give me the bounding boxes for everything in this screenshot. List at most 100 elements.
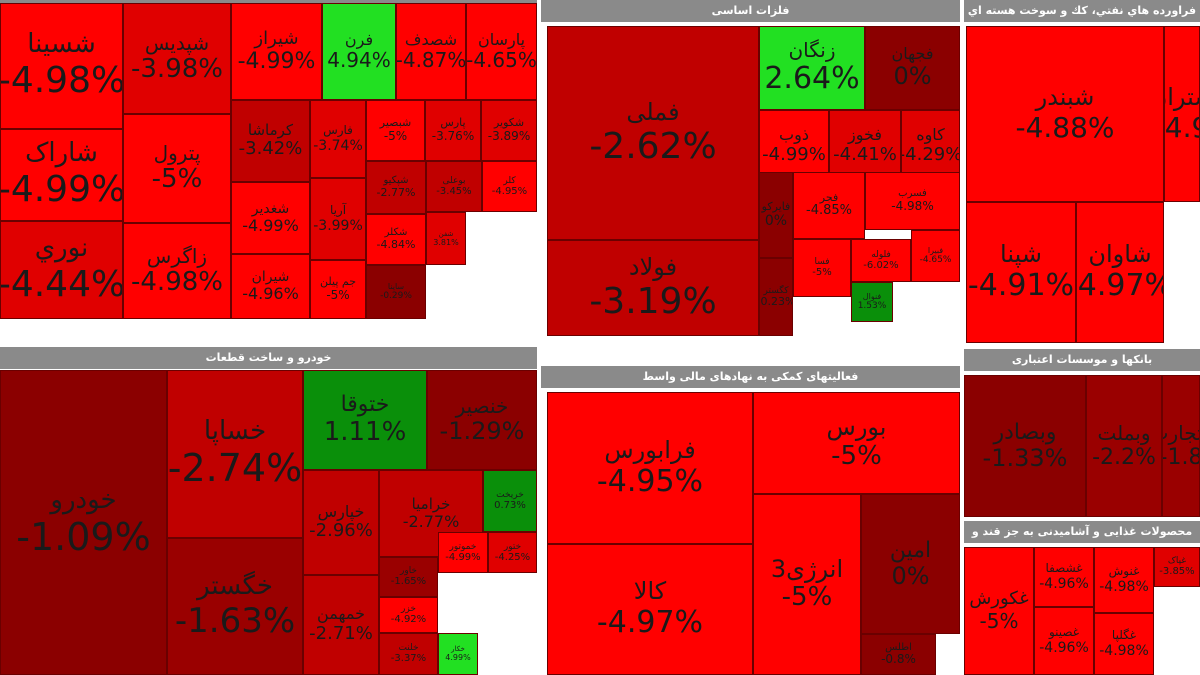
heatmap-tile[interactable]: خنصیر -1.29%	[427, 370, 537, 470]
heatmap-tile[interactable]: غصینو -4.96%	[1034, 607, 1094, 675]
heatmap-tile[interactable]: خگستر -1.63%	[167, 538, 303, 675]
heatmap-tile[interactable]: زنگان 2.64%	[759, 26, 865, 110]
tile-change: -4.96%	[242, 284, 299, 304]
tile-symbol: شپکیو	[383, 175, 409, 187]
tile-symbol: شکویر	[493, 116, 525, 130]
heatmap-tile[interactable]: کرماشا -3.42%	[231, 100, 310, 182]
tile-change: -3.98%	[131, 54, 223, 85]
heatmap-tile[interactable]: کلر -4.95%	[482, 161, 537, 212]
heatmap-tile[interactable]: خریخت 0.73%	[483, 470, 537, 532]
heatmap-tile[interactable]: غپاک -3.85%	[1154, 547, 1200, 587]
heatmap-tile[interactable]: فارس -3.74%	[310, 100, 366, 178]
heatmap-tile[interactable]: غنوش -4.98%	[1094, 547, 1154, 613]
tile-symbol: کالا	[633, 577, 667, 606]
heatmap-tile[interactable]: فملی -2.62%	[547, 26, 759, 240]
tile-symbol: فرن	[344, 29, 374, 49]
heatmap-tile[interactable]: شپنا -4.91%	[966, 202, 1076, 343]
heatmap-tile[interactable]: ختور -4.25%	[488, 532, 537, 573]
heatmap-tile[interactable]: جم پیلن -5%	[310, 260, 366, 319]
heatmap-tile[interactable]: پترول -5%	[123, 114, 231, 223]
heatmap-tile[interactable]: وتجارت-1.8	[1162, 375, 1200, 517]
heatmap-tile[interactable]: خساپا -2.74%	[167, 370, 303, 538]
heatmap-tile[interactable]: غگلپا -4.98%	[1094, 613, 1154, 675]
heatmap-tile[interactable]: خودرو -1.09%	[0, 370, 167, 675]
heatmap-tile[interactable]: فرن 4.94%	[322, 3, 396, 100]
heatmap-tile[interactable]: فخوز -4.41%	[829, 110, 901, 182]
tile-change: -4.87%	[396, 48, 466, 73]
tile-change: 1.11%	[323, 416, 407, 447]
tile-change: 0%	[891, 561, 930, 590]
heatmap-tile[interactable]: شفن 3.81%	[426, 212, 466, 265]
heatmap-tile[interactable]: انرژی3 -5%	[753, 494, 861, 675]
heatmap-tile[interactable]: امین 0%	[861, 494, 960, 634]
heatmap-tile[interactable]: شکویر -3.89%	[481, 100, 537, 161]
tile-symbol: خرامیا	[411, 494, 451, 513]
heatmap-tile[interactable]: بورس -5%	[753, 392, 960, 494]
heatmap-tile[interactable]: کالا -4.97%	[547, 544, 753, 675]
tile-symbol: فسرب	[898, 188, 927, 200]
tile-symbol: خساپا	[203, 416, 267, 447]
heatmap-tile[interactable]: خزر -4.92%	[379, 597, 438, 633]
heatmap-tile[interactable]: شپکیو -2.77%	[366, 161, 426, 214]
heatmap-tile[interactable]: خلنت -3.37%	[379, 633, 438, 675]
sector-6: محصولات غذایی و آشامیدنی به جز قند و غکور…	[964, 521, 1200, 675]
heatmap-tile[interactable]: فولاد -3.19%	[547, 240, 759, 336]
heatmap-tile[interactable]: شصدف -4.87%	[396, 3, 466, 100]
heatmap-tile[interactable]: شیراز -4.99%	[231, 3, 322, 100]
heatmap-tile[interactable]: وبصادر -1.33%	[964, 375, 1086, 517]
heatmap-tile[interactable]: خپارس -2.96%	[303, 470, 379, 575]
heatmap-tile[interactable]: فبیرا -4.65%	[911, 230, 960, 282]
tile-symbol: غصینو	[1048, 625, 1080, 640]
heatmap-tile[interactable]: فنوال 1.53%	[851, 282, 893, 322]
tile-change: -4.99%	[762, 143, 826, 165]
heatmap-tile[interactable]: آریا -3.99%	[310, 178, 366, 260]
heatmap-tile[interactable]: اطلس -0.8%	[861, 634, 936, 675]
heatmap-tile[interactable]: شغدیر -4.99%	[231, 182, 310, 254]
tile-change: -4.99%	[242, 215, 299, 235]
heatmap-tile[interactable]: خاور -1.65%	[379, 557, 438, 597]
tile-symbol: شسینا	[27, 29, 96, 60]
heatmap-tile[interactable]: زاگرس -4.98%	[123, 223, 231, 319]
tile-symbol: خلنت	[398, 643, 419, 654]
heatmap-tile[interactable]: پارس -3.76%	[425, 100, 481, 161]
tile-symbol: پارسان	[477, 29, 526, 49]
tile-change: -2.74%	[167, 446, 303, 491]
heatmap-tile[interactable]: بوعلی -3.45%	[426, 161, 482, 212]
heatmap-tile[interactable]: غشصفا -4.96%	[1034, 547, 1094, 607]
heatmap-tile[interactable]: نوري -4.44%	[0, 221, 123, 319]
heatmap-tile[interactable]: پارسان -4.65%	[466, 3, 537, 100]
heatmap-tile[interactable]: فجر -4.85%	[793, 172, 865, 239]
heatmap-tile[interactable]: ساینا -0.29%	[366, 265, 426, 319]
heatmap-tile[interactable]: فسرب -4.98%	[865, 172, 960, 230]
tile-symbol: غشصفا	[1045, 561, 1083, 576]
heatmap-tile[interactable]: شیران -4.96%	[231, 254, 310, 319]
heatmap-tile[interactable]: شبصیر -5%	[366, 100, 425, 161]
heatmap-tile[interactable]: ختوقا 1.11%	[303, 370, 427, 470]
heatmap-tile[interactable]: فلوله -6.02%	[851, 239, 911, 282]
tile-symbol: غنوش	[1108, 564, 1140, 579]
tile-symbol: پارس	[440, 116, 466, 130]
tile-symbol: آریا	[329, 203, 347, 218]
heatmap-tile[interactable]: فایرکو 0%	[759, 172, 793, 258]
heatmap-tile[interactable]: وبملت -2.2%	[1086, 375, 1162, 517]
heatmap-tile[interactable]: کگستر-0.23%	[759, 258, 793, 336]
heatmap-tile[interactable]: شاوان-4.97%	[1076, 202, 1164, 343]
heatmap-tile[interactable]: شاراک -4.99%	[0, 129, 123, 221]
heatmap-tile[interactable]: فجهان 0%	[865, 26, 960, 110]
heatmap-tile[interactable]: شتران-4.9	[1164, 26, 1200, 202]
heatmap-tile[interactable]: فرابورس -4.95%	[547, 392, 753, 544]
heatmap-tile[interactable]: شکلر -4.84%	[366, 214, 426, 265]
heatmap-tile[interactable]: شبندر -4.88%	[966, 26, 1164, 202]
heatmap-tile[interactable]: غکورش -5%	[964, 547, 1034, 675]
heatmap-tile[interactable]: خکار 4.99%	[438, 633, 478, 675]
heatmap-tile[interactable]: خموتور -4.99%	[438, 532, 488, 573]
tile-symbol: خگستر	[197, 571, 273, 601]
sector-title: بانکها و موسسات اعتباری	[964, 349, 1200, 371]
heatmap-tile[interactable]: شسینا -4.98%	[0, 3, 123, 129]
heatmap-tile[interactable]: کاوه -4.29%	[901, 110, 960, 182]
heatmap-tile[interactable]: خمهمن -2.71%	[303, 575, 379, 675]
heatmap-tile[interactable]: فسا -5%	[793, 239, 851, 297]
tile-symbol: شیران	[251, 269, 290, 286]
tile-change: -3.42%	[238, 138, 303, 160]
heatmap-tile[interactable]: شپدیس -3.98%	[123, 3, 231, 114]
